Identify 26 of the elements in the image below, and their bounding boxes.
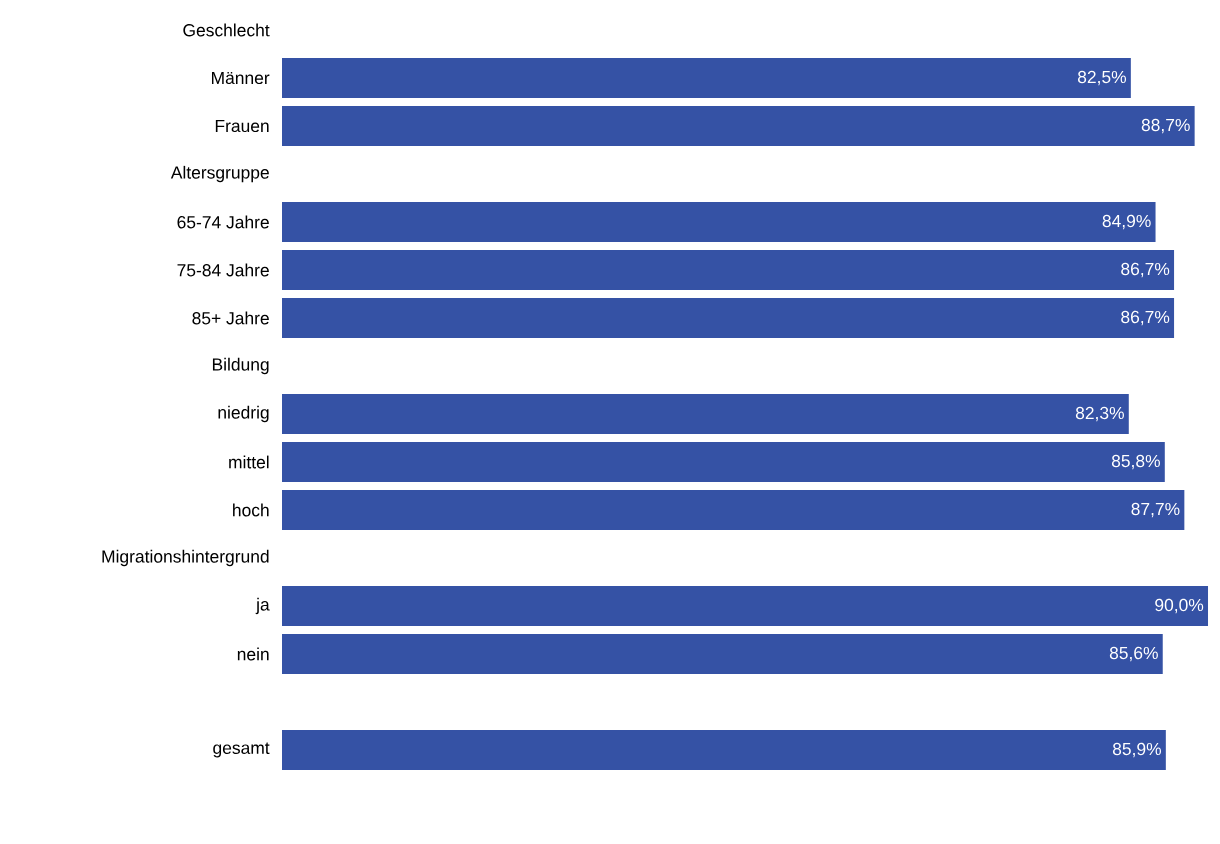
y-tick-label: Frauen: [215, 119, 269, 133]
y-tick-label: Männer: [212, 71, 270, 85]
y-tick-label: gesamt: [213, 742, 270, 758]
y-tick-label: ja: [255, 597, 270, 615]
data-label: 84,9%: [1102, 214, 1151, 230]
data-label: 86,7%: [1121, 262, 1170, 278]
data-label: 82,5%: [1077, 70, 1127, 86]
data-label: 85,8%: [1111, 454, 1160, 470]
y-tick-label: niedrig: [218, 405, 269, 423]
y-tick-label: Geschlecht: [183, 23, 270, 37]
y-tick-label: Bildung: [212, 357, 269, 375]
data-label: 87,7%: [1131, 502, 1180, 518]
y-tick-label: nein: [237, 647, 269, 661]
y-tick-label: mittel: [229, 455, 269, 469]
data-label: 85,9%: [1112, 742, 1162, 758]
data-label: 88,7%: [1141, 118, 1190, 134]
data-label: 85,6%: [1109, 646, 1158, 662]
y-tick-label: 85+ Jahre: [192, 311, 269, 325]
y-tick-label: hoch: [233, 503, 269, 517]
data-label: 90,0%: [1155, 598, 1204, 614]
y-tick-label: Altersgruppe: [170, 165, 269, 183]
y-tick-label: 75-84 Jahre: [177, 263, 269, 277]
data-label: 82,3%: [1075, 406, 1124, 422]
data-label: 86,7%: [1121, 310, 1170, 326]
y-tick-label: 65-74 Jahre: [177, 215, 269, 229]
y-tick-label: Migrationshintergrund: [102, 549, 269, 567]
